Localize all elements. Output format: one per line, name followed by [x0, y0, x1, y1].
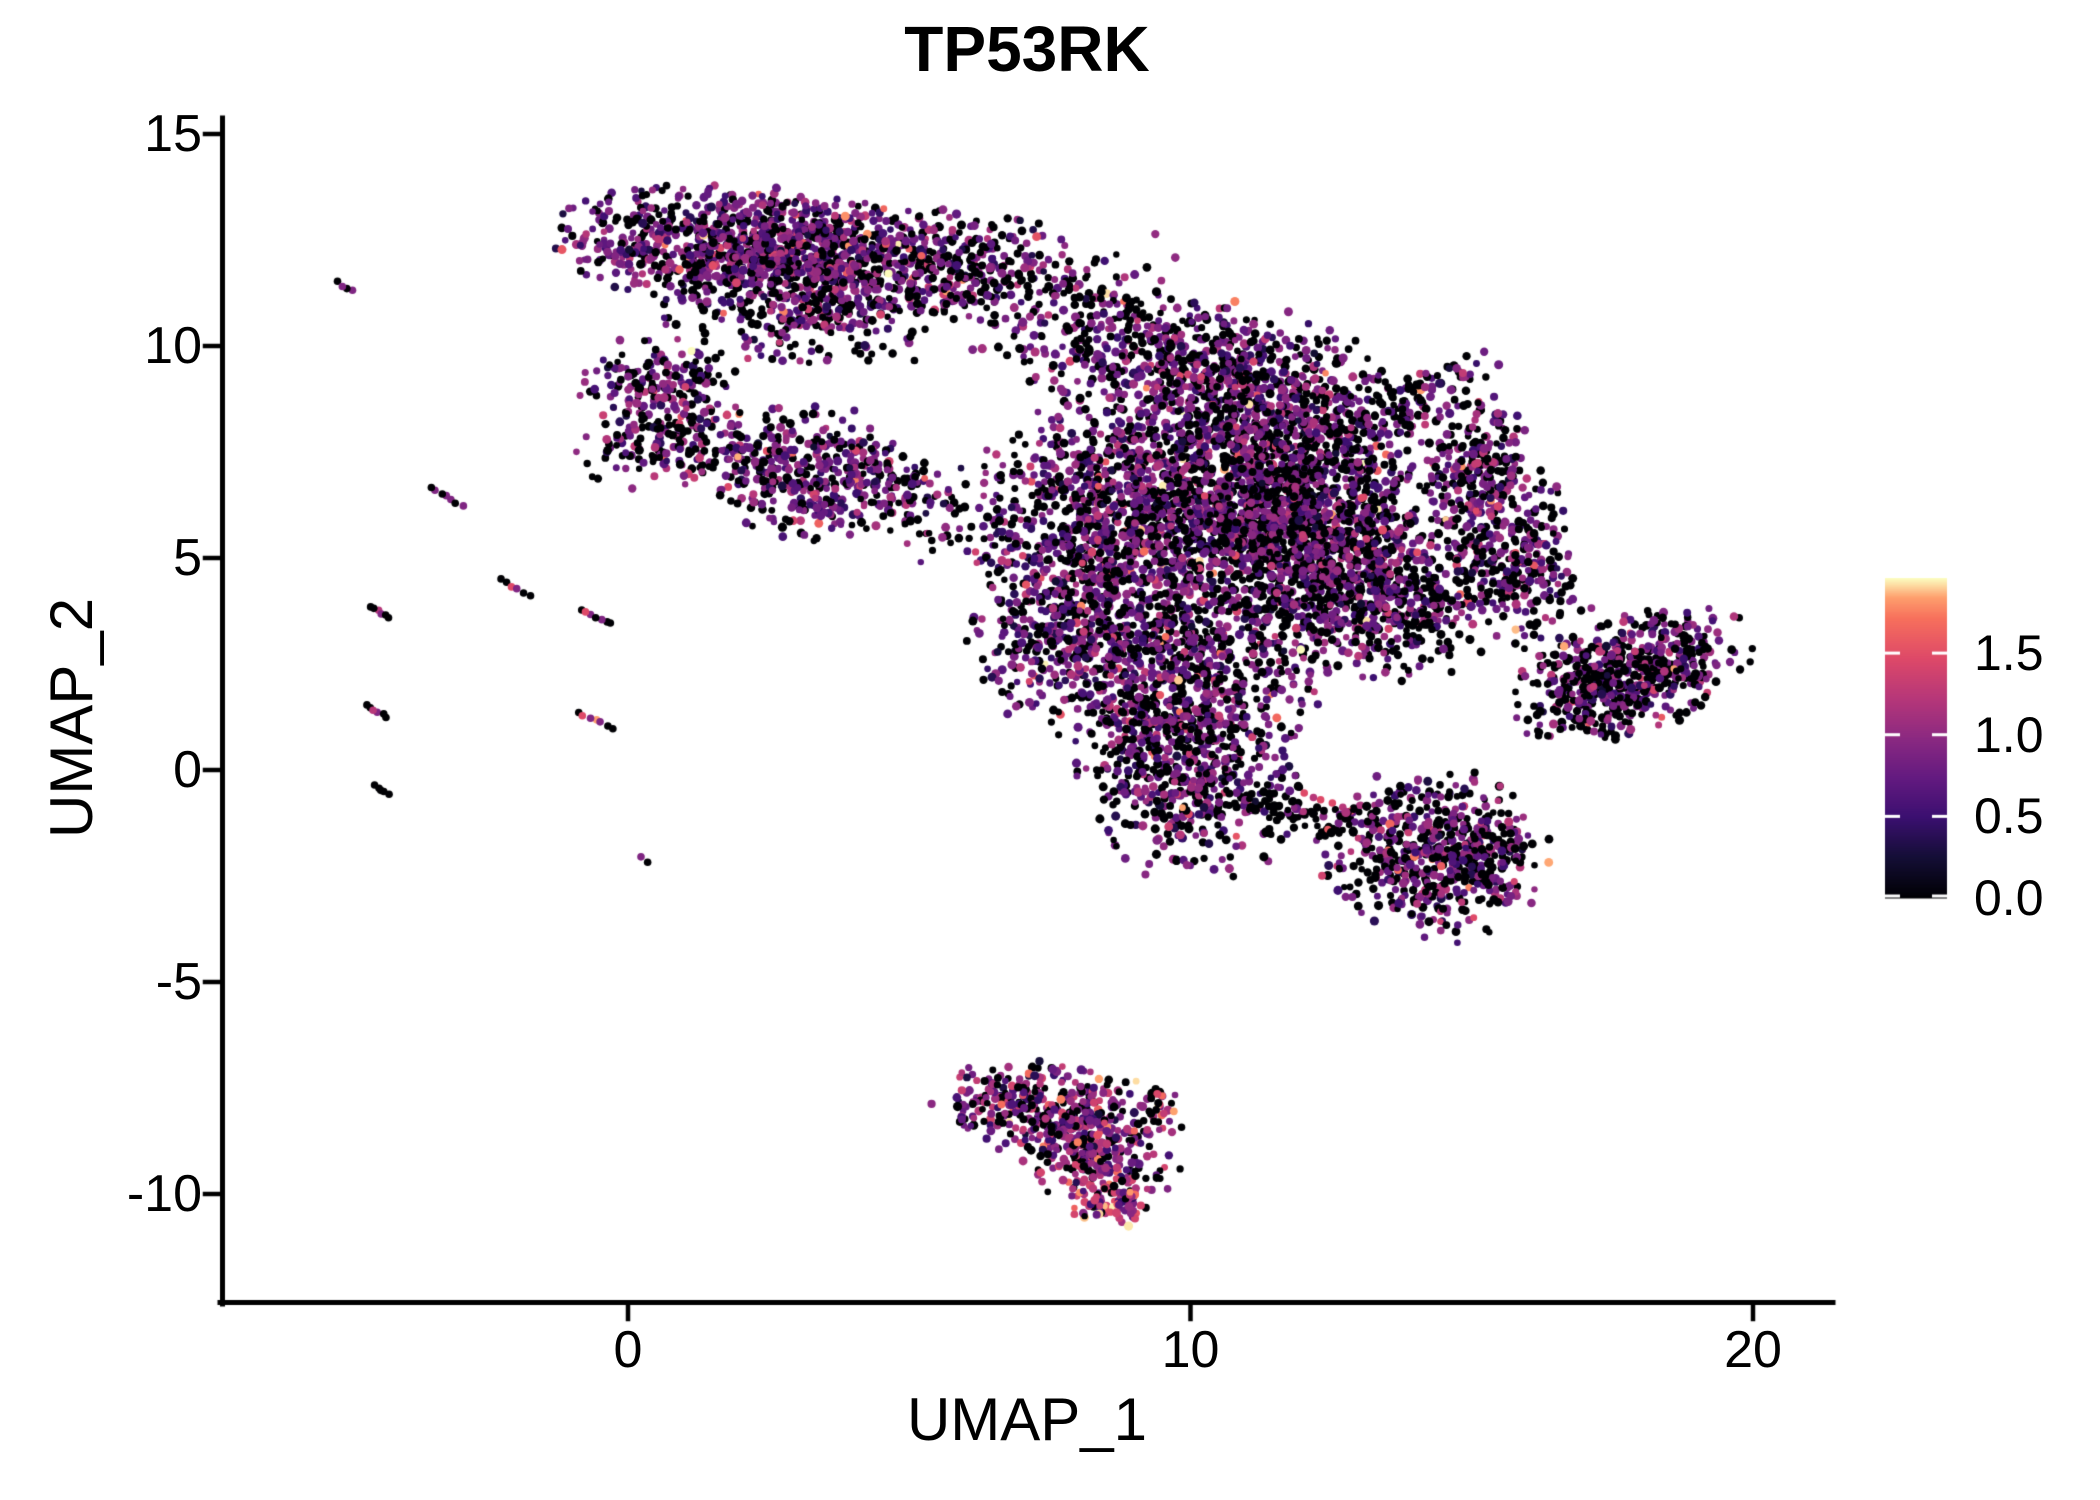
colorbar-tick-label: 0.5: [1974, 788, 2044, 845]
y-axis-label: UMAP_2: [38, 597, 105, 839]
x-axis-label: UMAP_1: [906, 1386, 1148, 1453]
y-tick-label: 0: [173, 741, 202, 799]
x-tick-label: 10: [1161, 1321, 1220, 1379]
colorbar-tick-label: 1.0: [1974, 706, 2044, 763]
y-tick-label: -5: [155, 953, 202, 1011]
x-tick-label: 20: [1724, 1321, 1782, 1379]
y-tick-label: 15: [144, 105, 202, 163]
y-tick-label: -10: [126, 1165, 202, 1223]
colorbar-tick-label: 1.5: [1974, 625, 2044, 682]
y-tick-label: 10: [144, 317, 202, 375]
colorbar-tick-label: 0.0: [1974, 870, 2044, 926]
y-tick-label: 5: [173, 529, 202, 587]
plot-title: TP53RK: [904, 13, 1150, 85]
x-tick-label: 0: [613, 1321, 643, 1379]
